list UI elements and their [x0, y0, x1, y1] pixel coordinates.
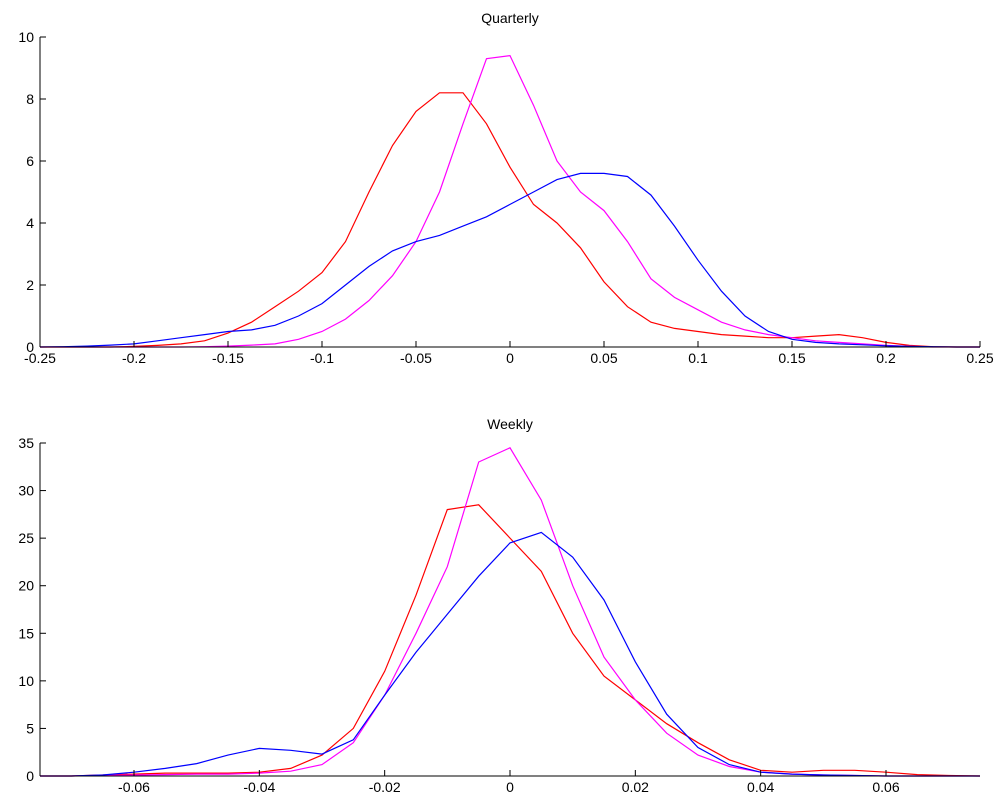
x-tick-label: -0.06	[118, 779, 150, 795]
x-tick-label: -0.1	[310, 350, 334, 366]
line-series	[40, 504, 981, 777]
y-tick-label: 20	[18, 578, 34, 594]
x-tick-label: 0.06	[872, 779, 899, 795]
y-tick-label: 2	[26, 277, 34, 293]
x-tick-label: 0.15	[778, 350, 805, 366]
line-series	[40, 92, 980, 348]
y-tick-label: 6	[26, 153, 34, 169]
y-tick-label: 0	[26, 768, 34, 784]
chart-title: Weekly	[487, 416, 533, 432]
x-tick-label: -0.04	[243, 779, 275, 795]
line-series	[40, 531, 980, 777]
y-tick-label: 4	[26, 215, 34, 231]
x-tick-label: 0.05	[590, 350, 617, 366]
x-tick-label: 0	[506, 779, 514, 795]
x-tick-label: 0	[506, 350, 514, 366]
y-tick-label: 25	[18, 530, 34, 546]
x-tick-label: -0.15	[212, 350, 244, 366]
y-tick-label: 10	[18, 673, 34, 689]
x-tick-label: -0.2	[122, 350, 146, 366]
x-tick-label: -0.02	[369, 779, 401, 795]
y-tick-label: 5	[26, 720, 34, 736]
y-tick-label: 35	[18, 435, 34, 451]
line-series	[40, 447, 980, 777]
x-tick-label: -0.05	[400, 350, 432, 366]
y-tick-label: 0	[26, 339, 34, 355]
x-tick-label: 0.25	[966, 350, 993, 366]
x-tick-label: 0.02	[622, 779, 649, 795]
chart-title: Quarterly	[481, 10, 539, 26]
y-tick-label: 15	[18, 625, 34, 641]
x-tick-label: -0.25	[24, 350, 56, 366]
x-tick-label: 0.04	[747, 779, 774, 795]
line-series	[39, 172, 980, 348]
x-tick-label: 0.2	[876, 350, 896, 366]
y-tick-label: 8	[26, 91, 34, 107]
y-tick-label: 10	[18, 29, 34, 45]
x-tick-label: 0.1	[688, 350, 708, 366]
line-series	[40, 54, 980, 348]
y-tick-label: 30	[18, 483, 34, 499]
